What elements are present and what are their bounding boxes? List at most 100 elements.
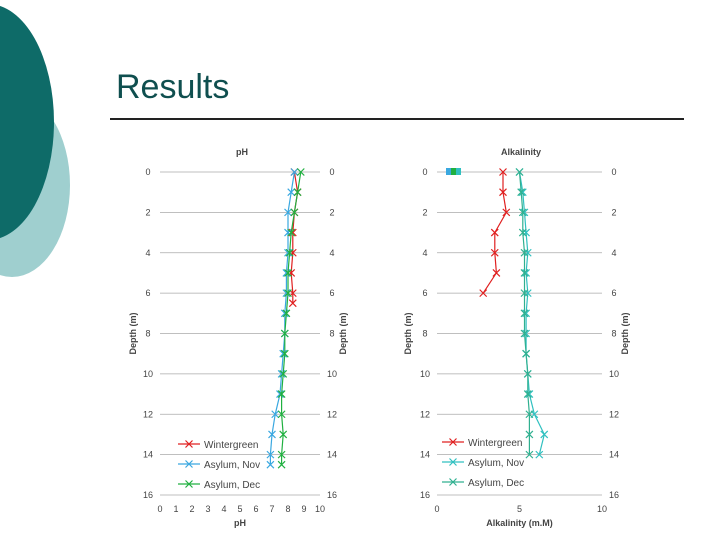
ph-x-tick-label: 3 [205,504,210,514]
alkalinity-x-tick-label: 10 [597,504,607,514]
ph-y-tick-label: 16 [143,490,153,500]
alkalinity-y-tick-label: 14 [420,450,430,460]
alkalinity-y2-tick-label: 14 [609,450,619,460]
alkalinity-legend-marker [449,458,457,466]
alkalinity-y-axis-label: Depth (m) [403,313,413,355]
ph-chart-title: pH [236,147,248,157]
alkalinity-y-tick-label: 0 [422,167,427,177]
alkalinity-data-point [523,390,532,398]
ph-data-point [284,228,292,237]
alkalinity-data-point [523,369,532,378]
alkalinity-data-point [490,248,499,257]
alkalinity-y2-tick-label: 8 [611,329,616,339]
ph-data-point [285,248,294,257]
ph-y-tick-label: 14 [143,450,153,460]
ph-data-point [290,168,299,176]
alkalinity-data-point [479,289,488,298]
alkalinity-x-axis-label: Alkalinity (m.M) [486,518,553,528]
ph-data-point [279,349,288,358]
ph-data-point [287,188,296,197]
ph-x-tick-label: 9 [301,504,306,514]
ph-legend-marker [185,440,193,448]
alkalinity-y2-tick-label: 6 [611,288,616,298]
alkalinity-x-tick-label: 0 [434,504,439,514]
alkalinity-data-point [522,329,531,338]
ph-y-tick-label: 2 [145,207,150,217]
ph-data-point [277,460,286,469]
alkalinity-data-point [523,248,532,257]
ph-x-tick-label: 4 [221,504,226,514]
ph-y-tick-label: 0 [145,167,150,177]
ph-y-axis-label: Depth (m) [128,313,138,355]
ph-y2-tick-label: 4 [329,248,334,258]
ph-legend-label-wintergreen: Wintergreen [204,440,258,451]
alkalinity-swatch-marker [446,168,451,175]
ph-data-point [290,208,299,217]
slide-title: Results [116,68,230,106]
alkalinity-swatch-marker [451,168,456,175]
alkalinity-y2-tick-label: 4 [611,248,616,258]
ph-data-point [284,208,292,217]
decor-circle-dark [0,5,54,239]
alkalinity-data-point [517,188,526,197]
ph-legend-marker [185,460,193,468]
alkalinity-swatch-marker [456,168,461,175]
ph-x-tick-label: 7 [269,504,274,514]
alkalinity-data-point [492,269,501,277]
alkalinity-y-tick-label: 10 [420,369,430,379]
alkalinity-data-point [525,410,534,419]
alkalinity-legend-label-asylum-dec: Asylum, Dec [468,478,524,489]
alkalinity-chart: Alkalinity 0 0 2 2 4 4 6 6 8 8 10 10 12 12 14 14 16 16 0 5 10… [403,147,630,528]
alkalinity-data-point [518,228,527,237]
alkalinity-y-tick-label: 12 [420,409,430,419]
ph-data-point [293,188,302,197]
ph-data-point [266,450,275,459]
ph-data-point [271,410,280,419]
ph-data-point [284,289,292,298]
ph-y2-tick-label: 16 [327,490,337,500]
alkalinity-y2-tick-label: 16 [609,490,619,500]
alkalinity-y2-tick-label: 0 [611,167,616,177]
alkalinity-y-tick-label: 4 [422,248,427,258]
alkalinity-data-point [525,430,534,439]
alkalinity-data-point [522,228,531,237]
alkalinity-x-tick-label: 5 [517,504,522,514]
ph-data-point [284,269,292,277]
ph-data-point [279,369,288,378]
ph-data-point [268,430,276,439]
ph-y2-tick-label: 14 [327,450,337,460]
ph-legend-marker [185,480,193,488]
alkalinity-data-point [515,168,524,176]
alkalinity-data-point [525,390,534,398]
ph-data-point [277,410,286,419]
alkalinity-y2-tick-label: 12 [609,409,619,419]
ph-data-point [277,450,286,459]
ph-y2-tick-label: 2 [329,207,334,217]
alkalinity-legend-label-wintergreen: Wintergreen [468,438,522,449]
ph-y2-tick-label: 6 [329,288,334,298]
ph-y2-axis-label: Depth (m) [338,313,348,355]
ph-x-axis-label: pH [234,518,246,528]
alkalinity-data-point [502,208,511,217]
ph-series-asylum-nov-line [269,171,295,465]
ph-x-tick-label: 2 [189,504,194,514]
ph-y-tick-label: 6 [145,288,150,298]
alkalinity-data-point [490,228,499,237]
title-divider [110,118,684,120]
ph-y2-tick-label: 12 [327,409,337,419]
alkalinity-y2-axis-label: Depth (m) [620,313,630,355]
ph-data-point [287,228,296,237]
ph-legend-label-asylum-dec: Asylum, Dec [204,480,260,491]
alkalinity-y2-tick-label: 2 [611,207,616,217]
ph-y2-tick-label: 0 [329,167,334,177]
ph-series-asylum-dec-line [281,171,302,465]
ph-y2-tick-label: 8 [329,329,334,339]
ph-data-point [296,168,305,176]
alkalinity-y-tick-label: 2 [422,207,427,217]
alkalinity-data-point [520,289,529,298]
ph-data-point [266,460,275,469]
ph-data-point [280,329,289,338]
ph-x-tick-label: 0 [157,504,162,514]
alkalinity-data-point [518,208,527,217]
